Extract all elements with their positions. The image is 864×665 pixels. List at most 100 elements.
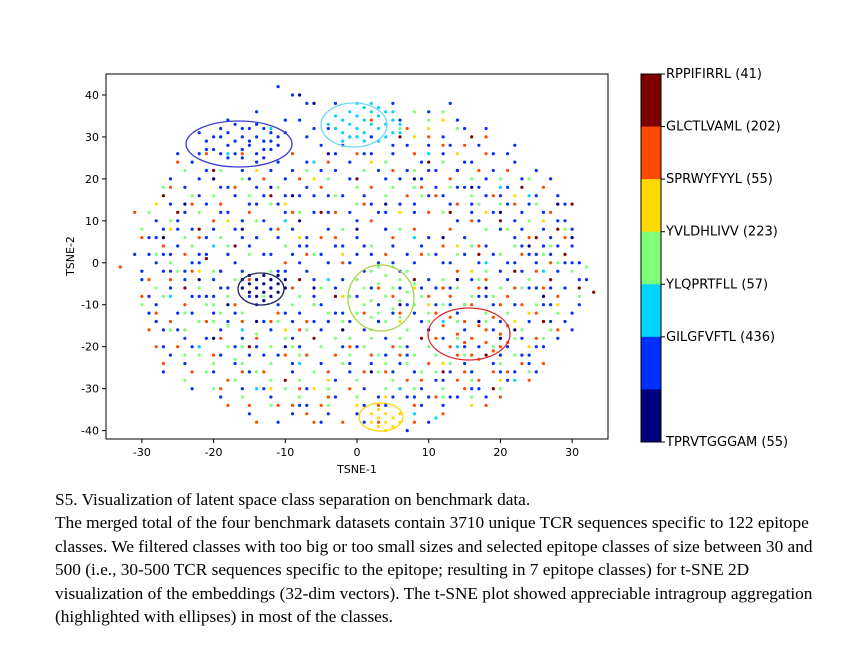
point-yvldhlivv (405, 361, 409, 366)
point-gilgfvftl (176, 227, 180, 231)
point-yvldhlivv (412, 110, 416, 114)
point-gilgfvftl (556, 269, 560, 273)
point-sprwyfyyl (376, 424, 381, 428)
point-yvldhlivv (412, 387, 416, 391)
y-tick-label: -10 (81, 299, 99, 312)
point-yvldhlivv (226, 345, 230, 349)
point-glctlvaml (247, 403, 251, 407)
point-yvldhlivv (391, 378, 395, 382)
point-rppifirrl (197, 227, 201, 231)
caption-title: S5. Visualization of latent space class … (55, 490, 531, 509)
point-gilgfvftl (470, 387, 474, 391)
point-yvldhlivv (498, 202, 502, 206)
point-tprvtgggam (276, 273, 280, 277)
point-gilgfvftl (376, 303, 381, 307)
point-gilgfvftl (312, 319, 316, 324)
point-glctlvaml (305, 319, 309, 324)
point-gilgfvftl (541, 210, 546, 214)
point-gilgfvftl (506, 185, 510, 189)
point-gilgfvftl (219, 126, 223, 131)
point-tprvtgggam (513, 328, 517, 332)
point-yvldhlivv (498, 387, 502, 391)
point-tprvtgggam (298, 219, 302, 223)
point-gilgfvftl (255, 345, 259, 349)
point-gilgfvftl (290, 168, 295, 173)
colorbar-segment-rppifirrl (641, 74, 661, 128)
point-gilgfvftl (570, 227, 574, 231)
point-gilgfvftl (255, 135, 259, 139)
point-gilgfvftl (355, 236, 359, 240)
point-gilgfvftl (391, 370, 395, 374)
point-tprvtgggam (247, 282, 251, 286)
point-gilgfvftl (455, 168, 459, 173)
point-glctlvaml (520, 303, 524, 307)
point-yvldhlivv (419, 294, 424, 298)
point-rppifirrl (204, 257, 208, 261)
point-gilgfvftl (276, 303, 280, 307)
point-yvldhlivv (348, 353, 352, 357)
point-gilgfvftl (463, 126, 467, 131)
point-gilgfvftl (470, 160, 474, 164)
point-glctlvaml (319, 236, 323, 240)
point-gilgfvftl (369, 361, 373, 366)
point-gilgfvftl (455, 311, 459, 315)
point-tprvtgggam (498, 210, 502, 214)
point-glctlvaml (441, 143, 445, 147)
point-tprvtgggam (477, 319, 481, 324)
point-glctlvaml (369, 353, 373, 357)
point-yvldhlivv (319, 345, 323, 349)
point-yvldhlivv (527, 278, 531, 282)
point-rppifirrl (477, 252, 481, 256)
point-gilgfvftl (484, 177, 488, 181)
point-gilgfvftl (355, 252, 359, 256)
point-gilgfvftl (312, 126, 316, 131)
point-gilgfvftl (527, 353, 531, 357)
point-gilgfvftl (183, 278, 187, 282)
point-ylqprtfll (455, 345, 459, 349)
point-ylqprtfll (391, 110, 395, 114)
point-glctlvaml (434, 194, 438, 198)
point-yvldhlivv (197, 210, 201, 214)
point-sprwyfyyl (384, 412, 388, 416)
point-gilgfvftl (341, 194, 345, 198)
point-tprvtgggam (212, 336, 216, 340)
point-gilgfvftl (348, 160, 352, 164)
point-yvldhlivv (355, 278, 359, 282)
point-gilgfvftl (570, 328, 574, 332)
point-glctlvaml (247, 278, 251, 282)
point-tprvtgggam (255, 319, 259, 324)
point-gilgfvftl (549, 236, 553, 240)
point-glctlvaml (283, 353, 287, 357)
point-sprwyfyyl (312, 177, 316, 181)
point-ylqprtfll (362, 118, 366, 122)
point-sprwyfyyl (470, 269, 474, 273)
point-glctlvaml (441, 412, 445, 416)
point-yvldhlivv (226, 294, 230, 298)
colorbar-label-rppifirrl: RPPIFIRRL (41) (666, 67, 762, 82)
point-yvldhlivv (484, 269, 488, 273)
point-yvldhlivv (577, 294, 581, 298)
point-gilgfvftl (384, 210, 388, 214)
point-gilgfvftl (147, 294, 151, 298)
point-gilgfvftl (305, 236, 309, 240)
point-gilgfvftl (247, 177, 251, 181)
point-gilgfvftl (549, 303, 553, 307)
point-yvldhlivv (333, 194, 338, 198)
point-yvldhlivv (283, 387, 287, 391)
point-gilgfvftl (556, 244, 560, 248)
x-tick-label: -30 (133, 446, 151, 459)
point-yvldhlivv (319, 286, 323, 290)
point-glctlvaml (369, 185, 373, 189)
point-gilgfvftl (197, 177, 201, 181)
point-gilgfvftl (305, 101, 309, 105)
point-ylqprtfll (376, 114, 381, 118)
point-gilgfvftl (290, 252, 295, 256)
point-gilgfvftl (247, 202, 251, 206)
point-glctlvaml (391, 168, 395, 173)
point-gilgfvftl (197, 252, 201, 256)
point-gilgfvftl (190, 387, 194, 391)
point-glctlvaml (219, 387, 223, 391)
point-yvldhlivv (341, 227, 345, 231)
point-gilgfvftl (549, 319, 553, 324)
point-gilgfvftl (369, 135, 373, 139)
